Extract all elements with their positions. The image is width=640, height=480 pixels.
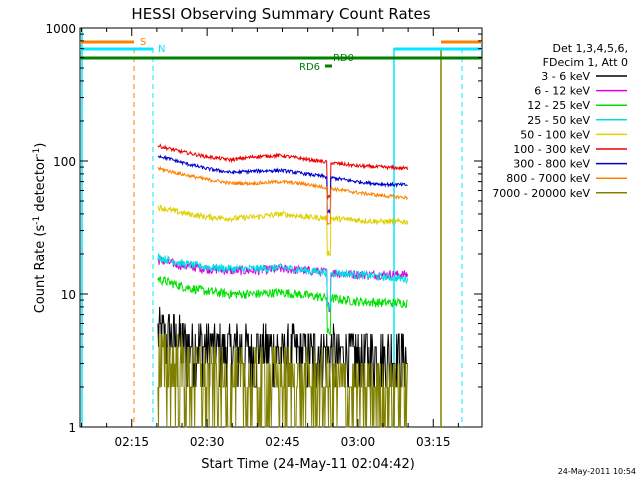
x-axis-label: Start Time (24-May-11 02:04:42) <box>201 457 415 472</box>
plot-frame <box>79 27 483 428</box>
night-flag-label: N <box>158 44 165 55</box>
x-tick-label: 02:45 <box>265 435 300 449</box>
y-tick-label: 10 <box>61 288 76 302</box>
legend: Det 1,3,4,5,6, FDecim 1, Att 0 3 - 6 keV… <box>492 42 628 200</box>
series-line <box>157 275 408 336</box>
y-axis-label: Count Rate (s-1 detector-1) <box>32 143 48 314</box>
legend-entry: 800 - 7000 keV <box>506 172 590 185</box>
saa-flag-label: S <box>140 37 146 48</box>
timestamp: 24-May-2011 10:54 <box>558 467 636 476</box>
legend-entry: 6 - 12 keV <box>534 85 590 98</box>
y-tick-label: 1 <box>68 421 76 435</box>
x-tick-label: 02:15 <box>114 435 149 449</box>
series-line <box>157 204 408 256</box>
rd6-flag-label: RD6 <box>299 62 320 73</box>
y-axis-ticks: 1 10 100 1000 <box>45 22 482 435</box>
legend-header-2: FDecim 1, Att 0 <box>543 56 628 69</box>
chart-title: HESSI Observing Summary Count Rates <box>131 5 430 23</box>
legend-entry: 3 - 6 keV <box>541 70 590 83</box>
legend-entry: 100 - 300 keV <box>513 143 590 156</box>
legend-header-1: Det 1,3,4,5,6, <box>552 42 628 55</box>
x-tick-label: 03:15 <box>416 435 451 449</box>
series-line <box>157 165 408 226</box>
series-layer <box>157 143 408 428</box>
y-tick-label: 1000 <box>45 22 76 36</box>
x-axis-ticks: 02:15 02:30 02:45 03:00 03:15 <box>81 28 459 449</box>
series-line <box>157 143 408 200</box>
legend-entry: 25 - 50 keV <box>527 114 590 127</box>
rd0-flag-label: RD0 <box>333 53 354 64</box>
legend-entry: 7000 - 20000 keV <box>492 187 590 200</box>
x-tick-label: 02:30 <box>190 435 225 449</box>
series-line <box>157 252 408 310</box>
series-line <box>157 154 408 215</box>
y-tick-label: 100 <box>53 155 76 169</box>
legend-entry: 300 - 800 keV <box>513 158 590 171</box>
legend-entry: 50 - 100 keV <box>520 128 590 141</box>
x-tick-label: 03:00 <box>341 435 376 449</box>
legend-entry: 12 - 25 keV <box>527 99 590 112</box>
